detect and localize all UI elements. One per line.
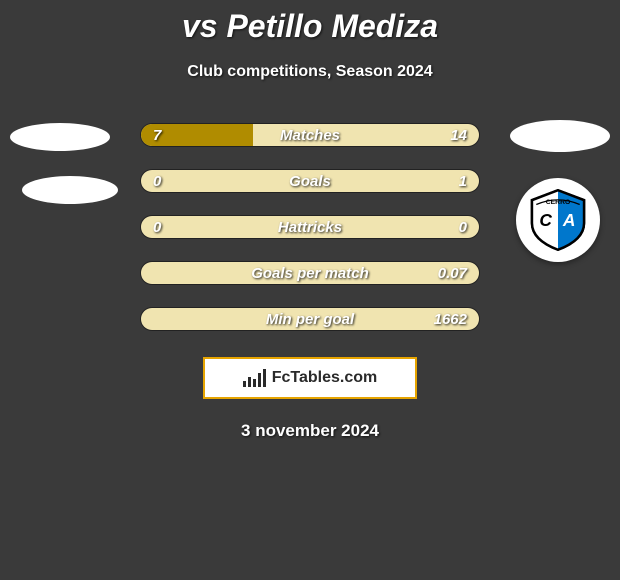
stat-label: Matches <box>141 124 479 147</box>
stat-row-goals-per-match: Goals per match0.07 <box>140 261 480 285</box>
player-avatar-placeholder-2 <box>22 176 118 204</box>
stat-label: Min per goal <box>141 308 479 331</box>
cerro-shield-icon: CERRO C A <box>527 189 589 251</box>
page-subtitle: Club competitions, Season 2024 <box>0 63 620 81</box>
stats-container: 7Matches140Goals10Hattricks0Goals per ma… <box>140 123 480 331</box>
bars-chart-icon <box>243 369 266 387</box>
fctables-label: FcTables.com <box>272 369 378 387</box>
stat-value-right: 0 <box>459 216 467 239</box>
stat-row-hattricks: 0Hattricks0 <box>140 215 480 239</box>
stat-label: Goals <box>141 170 479 193</box>
stat-value-right: 14 <box>450 124 467 147</box>
page-title: vs Petillo Mediza <box>0 0 620 45</box>
stat-value-right: 0.07 <box>438 262 467 285</box>
svg-text:A: A <box>562 210 576 230</box>
svg-text:CERRO: CERRO <box>546 199 571 206</box>
stat-row-min-per-goal: Min per goal1662 <box>140 307 480 331</box>
player-avatar-placeholder-1 <box>10 123 110 151</box>
date-line: 3 november 2024 <box>0 421 620 441</box>
opponent-avatar-placeholder <box>510 120 610 152</box>
fctables-watermark: FcTables.com <box>203 357 417 399</box>
stat-value-right: 1662 <box>434 308 467 331</box>
stat-label: Goals per match <box>141 262 479 285</box>
stat-value-right: 1 <box>459 170 467 193</box>
club-badge-cerro: CERRO C A <box>516 178 600 262</box>
stat-row-matches: 7Matches14 <box>140 123 480 147</box>
svg-text:C: C <box>539 210 552 230</box>
stat-label: Hattricks <box>141 216 479 239</box>
stat-row-goals: 0Goals1 <box>140 169 480 193</box>
